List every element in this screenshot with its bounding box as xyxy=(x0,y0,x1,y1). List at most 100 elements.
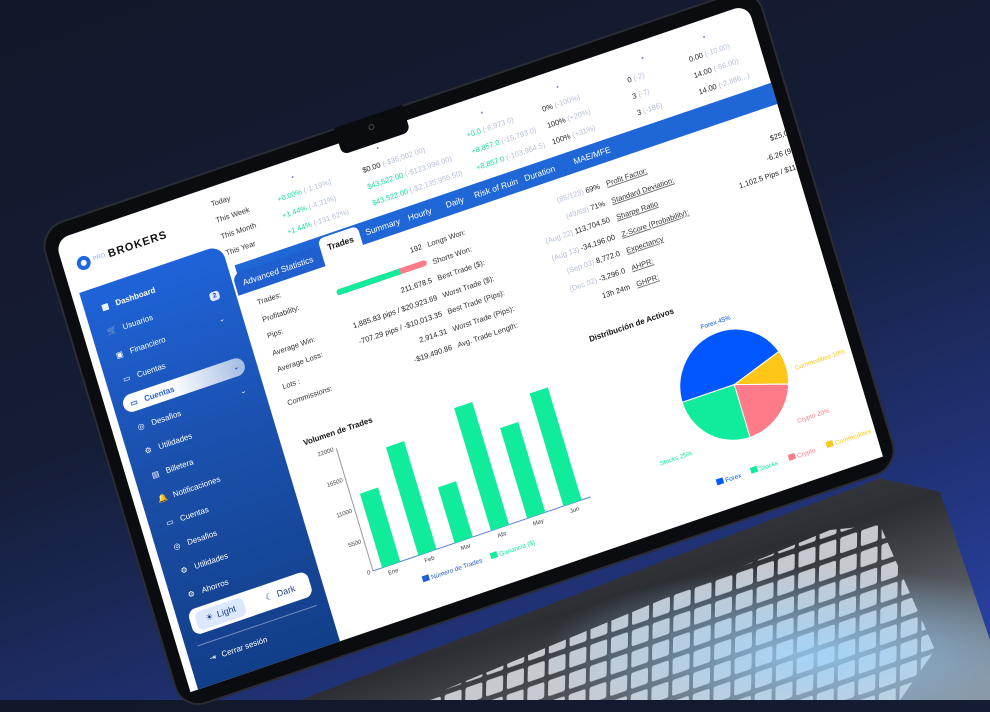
tab-trades[interactable]: Trades xyxy=(317,225,364,261)
stat-value-main: 8,772.0 xyxy=(594,248,622,266)
monitor-icon: ▭ xyxy=(164,516,175,528)
logo-icon xyxy=(75,253,93,272)
legend-label[interactable]: Commodities xyxy=(834,428,873,447)
bar-abr[interactable] xyxy=(454,401,510,531)
stat-label-link[interactable]: Expectancy xyxy=(625,234,665,256)
sidebar-item-label: Desafios xyxy=(185,527,218,547)
stat-value-main: 113,704.50 xyxy=(573,215,612,236)
bar-may[interactable] xyxy=(500,421,546,519)
legend-label[interactable]: Ganancia ($) xyxy=(499,539,536,558)
slice-label: Stocks 25% xyxy=(659,450,694,468)
y-axis xyxy=(335,448,374,572)
stat-value-main: 69% xyxy=(584,181,601,196)
summary-value: 100% xyxy=(545,115,567,131)
summary-change: (-2,886...) xyxy=(717,70,751,90)
theme-dark-button[interactable]: ☾ Dark xyxy=(253,576,307,611)
chevron-down-icon[interactable]: ⌄ xyxy=(218,315,226,325)
moon-icon: ☾ xyxy=(263,590,275,603)
summary-change: (-10.00) xyxy=(703,41,731,59)
placeholder-dot xyxy=(376,146,379,150)
bar-ene[interactable] xyxy=(359,487,401,568)
summary-change: (+20%) xyxy=(566,106,592,124)
screen: PRO BROKERS ☀ Light ☾ Dark ⇥ Cerrar sesión … xyxy=(55,4,883,693)
stat-value-main: 71% xyxy=(589,198,606,212)
stat-label: Trades: xyxy=(255,290,283,307)
stat-detail: (Sep 03) xyxy=(565,257,596,276)
sidebar-item-label: Utilidades xyxy=(193,550,229,571)
wallet-icon: ▤ xyxy=(150,468,161,480)
summary-cell: 3 (-186) xyxy=(636,100,663,117)
sidebar-item-label: Notificaciones xyxy=(171,474,222,499)
stat-value: -$19,490.86 xyxy=(412,342,454,365)
sidebar-item-label: Billetera xyxy=(164,456,195,475)
stat-label-link[interactable]: AHPR: xyxy=(630,255,655,272)
stat-value: 192 xyxy=(408,242,424,255)
logo-prefix: PRO xyxy=(92,252,107,263)
placeholder-dot xyxy=(291,175,294,179)
stat-label: Profitability: xyxy=(260,302,301,324)
gear-icon: ⚙ xyxy=(143,444,153,456)
chevron-down-icon[interactable]: ⌄ xyxy=(232,363,240,373)
stat-value: 1,102.5 Pips / $11,5 xyxy=(737,160,804,191)
count-badge: 2 xyxy=(208,289,221,302)
stat-label-link[interactable]: GHPR: xyxy=(635,272,661,289)
camera-icon xyxy=(367,123,376,131)
x-tick-label: Feb xyxy=(424,555,436,564)
pie-slice-stocks[interactable] xyxy=(681,383,751,455)
summary-row-label: This Month xyxy=(219,220,258,242)
x-tick-label: Jun xyxy=(569,506,580,515)
pie-slice-crypto[interactable] xyxy=(733,368,799,438)
target-icon: ◎ xyxy=(136,420,146,432)
legend-swatch xyxy=(787,452,797,461)
chevron-down-icon[interactable]: ⌄ xyxy=(239,387,248,397)
stat-detail: (Dec 02) xyxy=(568,275,599,293)
x-axis xyxy=(372,496,591,572)
pie-slice-forex[interactable] xyxy=(666,315,783,403)
stat-value: 211,678.5 xyxy=(399,275,434,295)
legend-label[interactable]: Stocks xyxy=(759,460,780,473)
theme-light-label: Light xyxy=(215,603,238,620)
summary-row-label: This Year xyxy=(224,238,257,258)
sidebar-item-label: Desafios xyxy=(150,408,183,427)
logo[interactable]: PRO BROKERS xyxy=(75,228,169,272)
grid-icon: ▦ xyxy=(100,300,110,312)
summary-value: +1.44% xyxy=(285,219,313,237)
summary-change: (-15,793.0) xyxy=(500,125,538,146)
stat-detail: (85/123) xyxy=(555,187,585,205)
summary-value: 14.00 xyxy=(692,65,713,81)
sun-icon: ☀ xyxy=(204,610,215,623)
pie-chart: Forex 45% Commodities 10% Crypto 20% Stocks… xyxy=(659,314,873,486)
summary-change: (-186) xyxy=(641,100,664,116)
placeholder-dot xyxy=(480,111,484,114)
slice-label: Commodities 10% xyxy=(794,348,846,372)
stat-value-main: -34,196.00 xyxy=(579,232,617,253)
y-tick-label: 22000 xyxy=(317,447,335,458)
sidebar-item-label: Utilidades xyxy=(157,430,194,451)
monitor-icon: ▭ xyxy=(128,396,139,408)
summary-value: +8,857.0 xyxy=(470,137,501,156)
legend-label[interactable]: Crypto xyxy=(796,447,816,460)
summary-value: +0.0 xyxy=(465,126,482,140)
stat-label: Longs Won: xyxy=(426,227,467,249)
bar-feb[interactable] xyxy=(385,441,437,556)
logout-icon: ⇥ xyxy=(208,652,218,664)
bar-jun[interactable] xyxy=(529,387,582,507)
sidebar-item-label: Ahorros xyxy=(200,576,230,595)
summary-value: 100% xyxy=(550,131,572,147)
logo-name: BROKERS xyxy=(106,228,169,261)
theme-light-button[interactable]: ☀ Light xyxy=(193,595,248,631)
x-tick-label: Abr xyxy=(497,531,508,540)
sidebar-item-label: Cuentas xyxy=(178,504,210,523)
gear-icon: ⚙ xyxy=(186,588,196,600)
y-tick-label: 16500 xyxy=(326,478,344,489)
summary-value: 14.00 xyxy=(697,81,718,97)
legend-swatch xyxy=(421,574,430,583)
summary-change: (-6,973.0) xyxy=(481,115,515,135)
gear-icon: ⚙ xyxy=(179,564,189,576)
legend-swatch xyxy=(825,439,834,448)
legend-label[interactable]: Forex xyxy=(725,472,743,484)
legend-label[interactable]: Número de Trades xyxy=(430,557,484,581)
summary-change: (-56.00) xyxy=(712,56,740,74)
bar-mar[interactable] xyxy=(437,481,473,544)
